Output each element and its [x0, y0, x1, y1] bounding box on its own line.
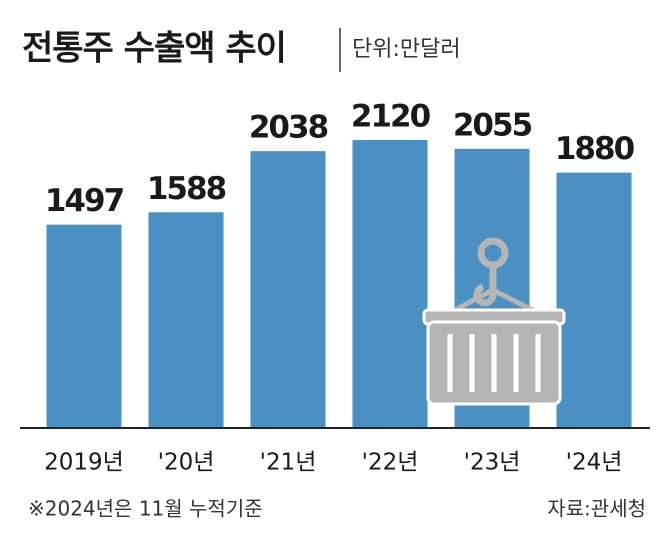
- value-label: 1880: [555, 131, 635, 167]
- chart-title: 전통주 수출액 추이: [22, 29, 286, 69]
- value-label: 1588: [147, 171, 226, 207]
- x-tick-label: '22년: [362, 450, 419, 476]
- x-tick-label: '20년: [158, 450, 215, 476]
- value-label: 2055: [453, 107, 532, 143]
- bar: [148, 212, 224, 428]
- unit-label: 단위:만달러: [352, 37, 461, 62]
- footnote: ※2024년은 11월 누적기준: [28, 497, 263, 521]
- container-icon: [422, 237, 566, 406]
- bar: [46, 224, 122, 428]
- bar: [556, 172, 632, 428]
- value-label: 1497: [45, 183, 124, 219]
- bar: [250, 151, 326, 428]
- x-tick-label: '23년: [464, 450, 521, 476]
- x-tick-label: '24년: [566, 450, 623, 476]
- bar: [352, 140, 428, 428]
- value-label: 2038: [249, 110, 328, 146]
- x-tick-label: 2019년: [44, 450, 124, 476]
- value-label: 2120: [351, 99, 431, 135]
- x-tick-label: '21년: [260, 450, 317, 476]
- source: 자료:관세청: [547, 497, 646, 521]
